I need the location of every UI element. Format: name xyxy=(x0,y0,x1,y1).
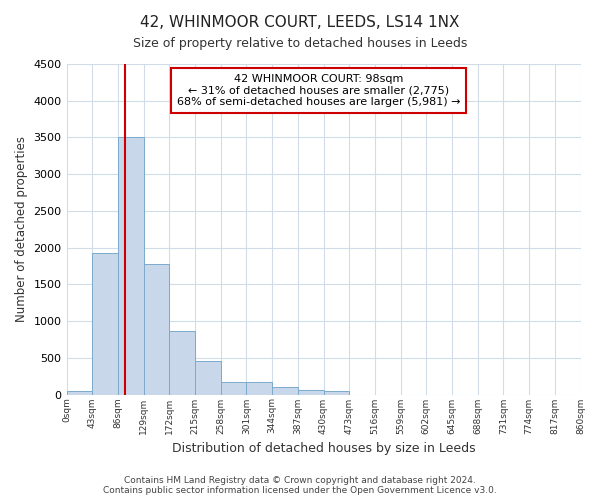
Bar xyxy=(92,254,118,394)
Text: 42, WHINMOOR COURT, LEEDS, LS14 1NX: 42, WHINMOOR COURT, LEEDS, LS14 1NX xyxy=(140,15,460,30)
Bar xyxy=(169,332,195,394)
Text: Contains HM Land Registry data © Crown copyright and database right 2024.
Contai: Contains HM Land Registry data © Crown c… xyxy=(103,476,497,495)
Bar xyxy=(118,138,143,394)
Bar xyxy=(195,362,221,394)
Text: 42 WHINMOOR COURT: 98sqm
← 31% of detached houses are smaller (2,775)
68% of sem: 42 WHINMOOR COURT: 98sqm ← 31% of detach… xyxy=(176,74,460,107)
Bar xyxy=(323,391,349,394)
Bar xyxy=(221,382,247,394)
Bar xyxy=(67,391,92,394)
Bar xyxy=(298,390,323,394)
Text: Size of property relative to detached houses in Leeds: Size of property relative to detached ho… xyxy=(133,38,467,51)
Y-axis label: Number of detached properties: Number of detached properties xyxy=(15,136,28,322)
Bar xyxy=(272,387,298,394)
Bar xyxy=(247,382,272,394)
X-axis label: Distribution of detached houses by size in Leeds: Distribution of detached houses by size … xyxy=(172,442,475,455)
Bar xyxy=(143,264,169,394)
